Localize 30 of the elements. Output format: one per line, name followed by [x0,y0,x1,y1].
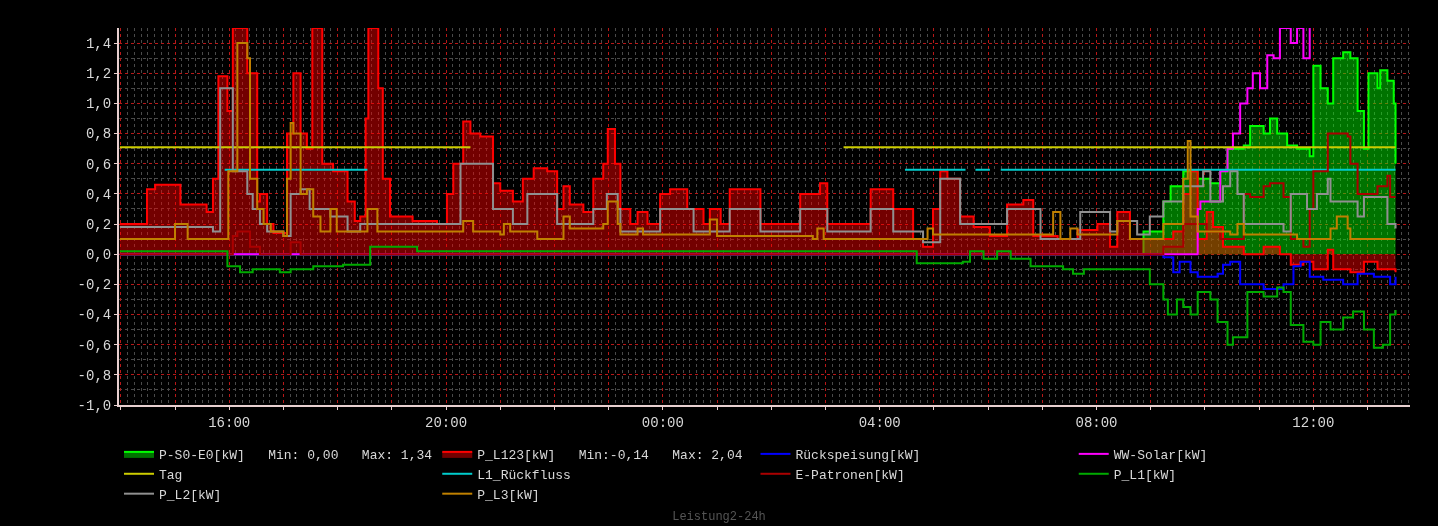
legend-label: E-Patronen[kW] [795,467,905,483]
y-tick-label: 1,4 [85,35,112,52]
legend-label: Tag [159,467,183,483]
y-tick-label: 0,6 [85,156,112,173]
y-tick-label: -0,8 [77,367,112,384]
y-tick-label: 0,4 [85,186,112,203]
y-tick-label: 1,0 [85,96,112,113]
y-tick-label: 0,8 [85,126,112,143]
y-tick-label: -0,6 [77,337,112,354]
x-tick-label: 12:00 [1292,414,1335,431]
legend-label: Rückspeisung[kW] [795,447,921,463]
legend-label: L1_Rückfluss [477,467,571,483]
y-tick-label: -0,4 [77,307,112,324]
x-tick-label: 00:00 [641,414,684,431]
legend-label: P_L123[kW] Min:-0,14 Max: 2,04 [477,447,743,463]
legend-label: P_L1[kW] [1113,467,1177,483]
y-tick-label: -0,2 [77,277,112,294]
x-tick-label: 16:00 [208,414,251,431]
y-tick-label: -1,0 [77,397,112,414]
x-tick-label: 04:00 [858,414,901,431]
x-tick-label: 20:00 [425,414,468,431]
text: Leistung2-24h [672,509,766,524]
x-tick-label: 08:00 [1075,414,1118,431]
legend-label: P_L3[kW] [477,487,540,503]
legend-label: WW-Solar[kW] [1113,447,1208,463]
legend-label: P_L2[kW] [159,487,222,503]
legend-label: P-S0-E0[kW] Min: 0,00 Max: 1,34 [159,447,433,463]
y-tick-label: 0,2 [85,216,112,233]
y-tick-label: 1,2 [85,66,112,83]
y-tick-label: 0,0 [85,247,112,264]
